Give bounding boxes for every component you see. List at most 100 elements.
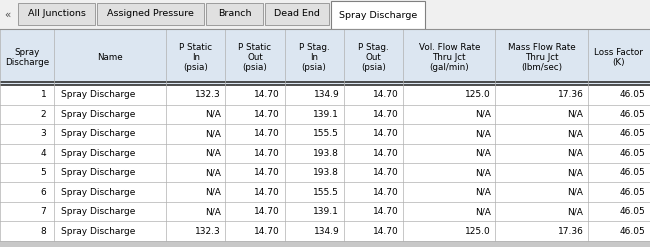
Text: N/A: N/A: [475, 168, 491, 177]
Text: All Junctions: All Junctions: [27, 9, 86, 18]
Bar: [0, 85, 650, 105]
Text: 7: 7: [40, 207, 46, 216]
Bar: [0, 202, 650, 221]
Text: 14.70: 14.70: [372, 207, 398, 216]
Text: N/A: N/A: [475, 149, 491, 158]
Text: N/A: N/A: [567, 207, 583, 216]
Bar: [0, 144, 650, 163]
Text: N/A: N/A: [567, 110, 583, 119]
Text: 14.70: 14.70: [372, 110, 398, 119]
Bar: [0, 163, 650, 183]
Text: 14.70: 14.70: [372, 168, 398, 177]
Text: Spray Discharge: Spray Discharge: [60, 129, 135, 138]
Text: N/A: N/A: [475, 110, 491, 119]
Bar: [331, 1, 425, 29]
Text: 155.5: 155.5: [313, 129, 339, 138]
Text: N/A: N/A: [205, 168, 221, 177]
Text: 17.36: 17.36: [558, 90, 583, 100]
Text: N/A: N/A: [475, 129, 491, 138]
Bar: [0, 0, 650, 29]
Text: Mass Flow Rate
Thru Jct
(lbm/sec): Mass Flow Rate Thru Jct (lbm/sec): [508, 43, 575, 72]
Text: N/A: N/A: [205, 110, 221, 119]
Text: 14.70: 14.70: [372, 149, 398, 158]
Text: 14.70: 14.70: [254, 188, 280, 197]
Text: 6: 6: [40, 188, 46, 197]
Text: 14.70: 14.70: [254, 110, 280, 119]
Text: N/A: N/A: [567, 168, 583, 177]
Text: 3: 3: [40, 129, 46, 138]
Text: Loss Factor
(K): Loss Factor (K): [595, 48, 644, 67]
Text: 125.0: 125.0: [465, 90, 491, 100]
Text: 134.9: 134.9: [313, 226, 339, 236]
Text: 4: 4: [41, 149, 46, 158]
Text: 193.8: 193.8: [313, 168, 339, 177]
Text: Branch: Branch: [218, 9, 252, 18]
Text: N/A: N/A: [205, 188, 221, 197]
Text: 125.0: 125.0: [465, 226, 491, 236]
Text: Spray Discharge: Spray Discharge: [339, 11, 417, 20]
Text: 193.8: 193.8: [313, 149, 339, 158]
Text: 46.05: 46.05: [619, 188, 645, 197]
Bar: [206, 3, 263, 25]
Text: 14.70: 14.70: [372, 188, 398, 197]
Text: 17.36: 17.36: [558, 226, 583, 236]
Text: Spray Discharge: Spray Discharge: [60, 188, 135, 197]
Text: P Stag.
In
(psia): P Stag. In (psia): [299, 43, 330, 72]
Bar: [18, 3, 95, 25]
Text: Spray Discharge: Spray Discharge: [60, 168, 135, 177]
Text: 14.70: 14.70: [254, 129, 280, 138]
Text: «: «: [4, 10, 10, 20]
Text: Vol. Flow Rate
Thru Jct
(gal/min): Vol. Flow Rate Thru Jct (gal/min): [419, 43, 480, 72]
Text: 46.05: 46.05: [619, 90, 645, 100]
Text: 14.70: 14.70: [254, 168, 280, 177]
Text: 2: 2: [41, 110, 46, 119]
Text: Dead End: Dead End: [274, 9, 320, 18]
Text: P Static
Out
(psia): P Static Out (psia): [239, 43, 272, 72]
Text: 132.3: 132.3: [195, 226, 221, 236]
Text: Spray
Discharge: Spray Discharge: [5, 48, 49, 67]
Text: 46.05: 46.05: [619, 168, 645, 177]
Text: N/A: N/A: [205, 129, 221, 138]
Text: 8: 8: [40, 226, 46, 236]
Text: Spray Discharge: Spray Discharge: [60, 90, 135, 100]
Text: Spray Discharge: Spray Discharge: [60, 149, 135, 158]
Text: 14.70: 14.70: [372, 90, 398, 100]
Text: 46.05: 46.05: [619, 129, 645, 138]
Text: 155.5: 155.5: [313, 188, 339, 197]
Text: 46.05: 46.05: [619, 207, 645, 216]
Text: Spray Discharge: Spray Discharge: [60, 110, 135, 119]
Text: Spray Discharge: Spray Discharge: [60, 207, 135, 216]
Text: 14.70: 14.70: [254, 226, 280, 236]
Text: P Stag.
Out
(psia): P Stag. Out (psia): [358, 43, 389, 72]
Text: 134.9: 134.9: [313, 90, 339, 100]
Bar: [0, 221, 650, 241]
Text: 14.70: 14.70: [372, 129, 398, 138]
Text: 14.70: 14.70: [254, 149, 280, 158]
Text: N/A: N/A: [205, 207, 221, 216]
Text: 46.05: 46.05: [619, 226, 645, 236]
Text: 132.3: 132.3: [195, 90, 221, 100]
Bar: [0, 124, 650, 144]
Text: 139.1: 139.1: [313, 110, 339, 119]
Text: N/A: N/A: [567, 188, 583, 197]
Text: 14.70: 14.70: [254, 207, 280, 216]
Text: N/A: N/A: [205, 149, 221, 158]
Text: 14.70: 14.70: [254, 90, 280, 100]
Text: N/A: N/A: [475, 207, 491, 216]
Bar: [97, 3, 204, 25]
Bar: [0, 29, 650, 85]
Text: N/A: N/A: [475, 188, 491, 197]
Text: N/A: N/A: [567, 129, 583, 138]
Text: 5: 5: [40, 168, 46, 177]
Text: P Static
In
(psia): P Static In (psia): [179, 43, 213, 72]
Text: 139.1: 139.1: [313, 207, 339, 216]
Text: Name: Name: [98, 53, 123, 62]
Text: N/A: N/A: [567, 149, 583, 158]
Text: 14.70: 14.70: [372, 226, 398, 236]
Text: 1: 1: [40, 90, 46, 100]
Bar: [0, 29, 650, 241]
Text: 46.05: 46.05: [619, 149, 645, 158]
Bar: [0, 183, 650, 202]
Text: 46.05: 46.05: [619, 110, 645, 119]
Bar: [0, 105, 650, 124]
